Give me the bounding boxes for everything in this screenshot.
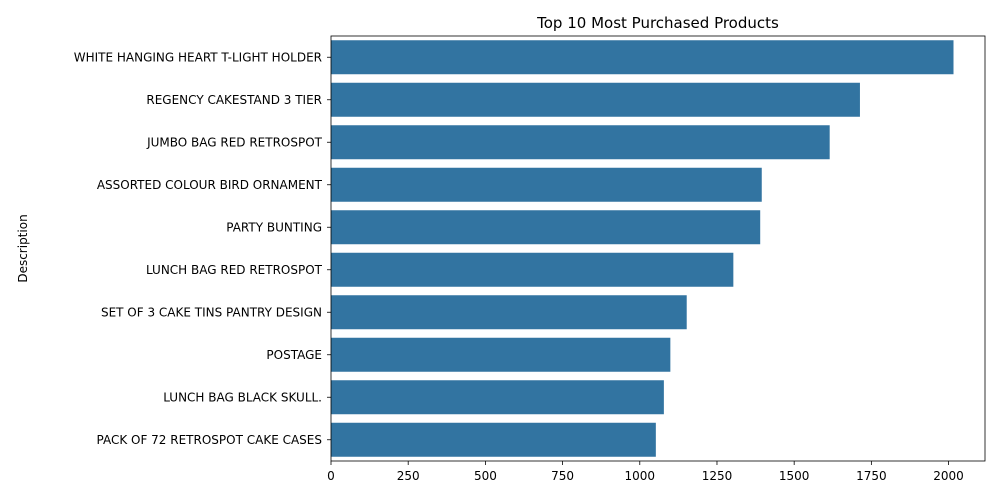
y-tick-label: POSTAGE [266,348,322,362]
bar [331,252,734,287]
y-tick-label: SET OF 3 CAKE TINS PANTRY DESIGN [101,305,322,319]
y-tick-label: PACK OF 72 RETROSPOT CAKE CASES [96,433,322,447]
bar [331,295,687,330]
y-axis-label: Description [16,214,30,282]
bar [331,380,664,415]
chart-title: Top 10 Most Purchased Products [536,14,779,32]
x-tick-label: 1500 [779,469,810,483]
y-tick-label: PARTY BUNTING [226,220,322,234]
y-tick-label: WHITE HANGING HEART T-LIGHT HOLDER [74,50,322,64]
bars-group [331,40,954,457]
bar [331,82,860,117]
y-axis: WHITE HANGING HEART T-LIGHT HOLDER REGENC… [74,50,331,447]
y-tick-label: JUMBO BAG RED RETROSPOT [146,135,323,149]
y-tick-label: ASSORTED COLOUR BIRD ORNAMENT [97,178,323,192]
bar [331,210,761,245]
bar [331,167,762,202]
bar [331,125,830,160]
x-tick-label: 1750 [856,469,887,483]
x-axis: 0 250 500 750 1000 1250 1500 1750 2000 [327,461,964,483]
x-tick-label: 1250 [702,469,733,483]
x-tick-label: 2000 [933,469,964,483]
bar [331,422,656,457]
y-tick-label: REGENCY CAKESTAND 3 TIER [146,93,322,107]
x-tick-label: 500 [474,469,497,483]
x-tick-label: 0 [327,469,335,483]
bar [331,337,671,372]
x-tick-label: 1000 [625,469,656,483]
y-tick-label: LUNCH BAG RED RETROSPOT [146,263,323,277]
x-tick-label: 250 [397,469,420,483]
y-tick-label: LUNCH BAG BLACK SKULL. [163,390,322,404]
plot-frame [330,35,986,462]
bar [331,40,954,75]
x-tick-label: 750 [551,469,574,483]
